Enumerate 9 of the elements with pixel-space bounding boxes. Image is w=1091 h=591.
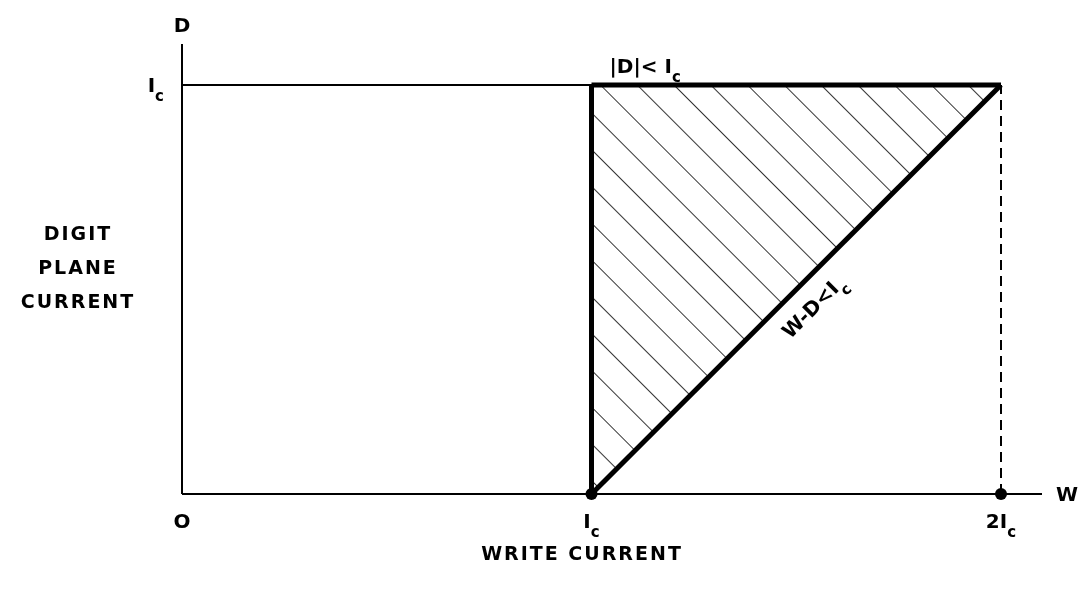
- text: W: [1056, 482, 1079, 506]
- x-tick-label: I$_{c}$: [583, 509, 600, 541]
- text: I$_{c}$: [147, 73, 164, 105]
- y-axis-title: DIGIT PLANE CURRENT: [20, 222, 136, 312]
- x-tick-label: O: [173, 509, 191, 533]
- text: D: [173, 13, 191, 37]
- x-axis-title: WRITE CURRENT: [481, 542, 683, 564]
- x-tick-label: 2I$_{c}$: [985, 509, 1017, 541]
- annotation: |D|< I$_{c}$: [609, 54, 681, 86]
